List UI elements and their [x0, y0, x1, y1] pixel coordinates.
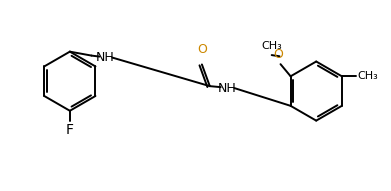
- Text: F: F: [66, 123, 74, 137]
- Text: NH: NH: [96, 51, 115, 64]
- Text: O: O: [197, 43, 207, 56]
- Text: CH₃: CH₃: [261, 41, 282, 51]
- Text: CH₃: CH₃: [358, 71, 378, 81]
- Text: O: O: [274, 48, 283, 61]
- Text: NH: NH: [218, 82, 237, 95]
